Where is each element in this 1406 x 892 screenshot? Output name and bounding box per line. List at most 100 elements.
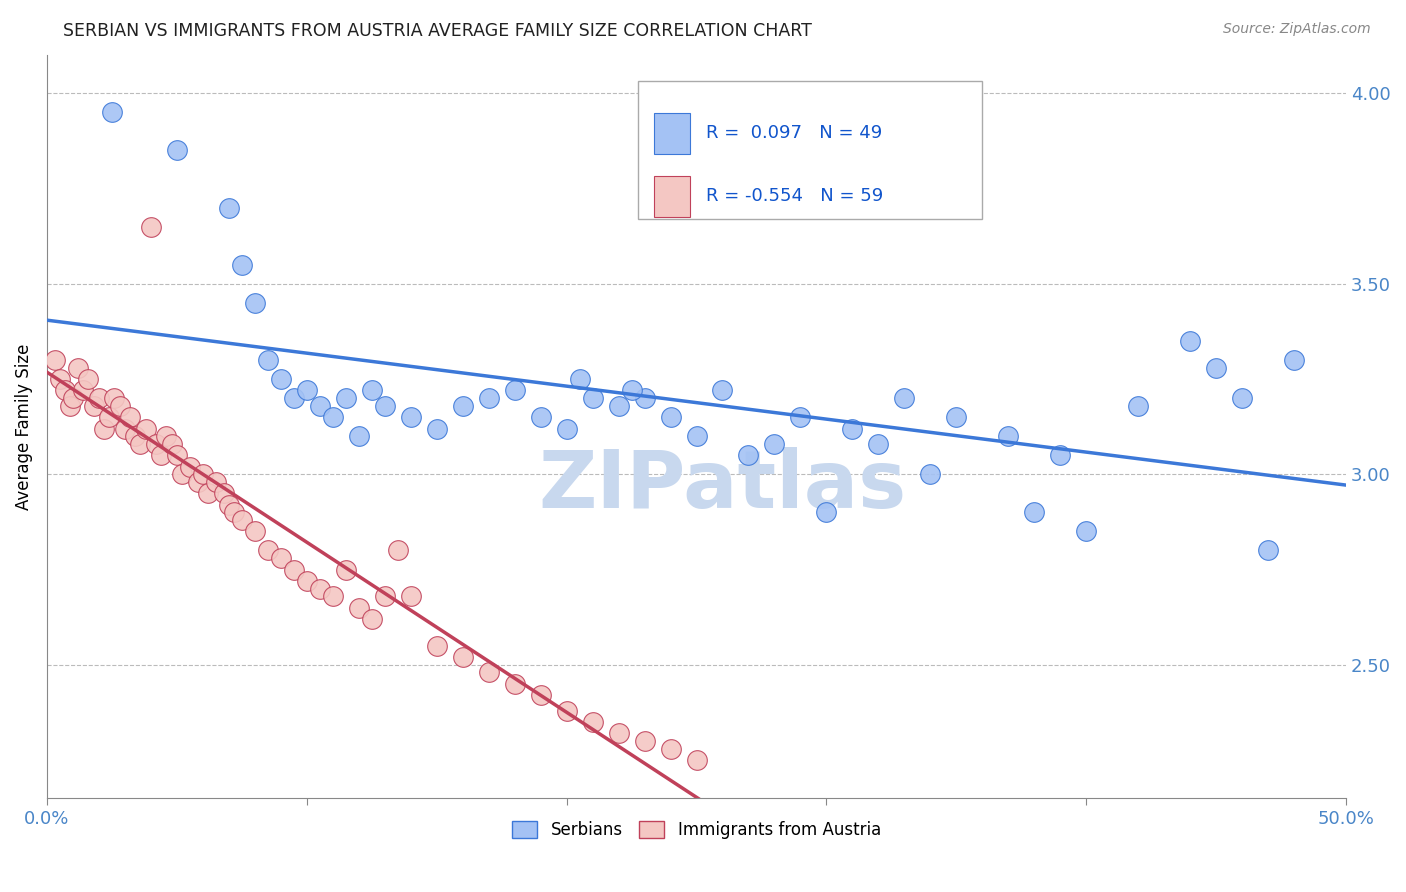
Point bbox=[1024, 505, 1046, 519]
Point bbox=[129, 437, 152, 451]
Point bbox=[118, 410, 141, 425]
Point bbox=[114, 421, 136, 435]
Text: R = -0.554   N = 59: R = -0.554 N = 59 bbox=[706, 187, 883, 205]
FancyBboxPatch shape bbox=[654, 112, 690, 153]
Point bbox=[568, 372, 591, 386]
Point bbox=[1180, 334, 1202, 348]
Point bbox=[920, 467, 942, 482]
Point bbox=[426, 639, 449, 653]
Point bbox=[1205, 360, 1227, 375]
Point bbox=[659, 410, 682, 425]
Point bbox=[243, 524, 266, 539]
Point bbox=[49, 372, 72, 386]
Point bbox=[503, 677, 526, 691]
Point bbox=[374, 399, 396, 413]
Point bbox=[170, 467, 193, 482]
Point bbox=[399, 410, 422, 425]
Point bbox=[295, 384, 318, 398]
Point bbox=[997, 429, 1019, 443]
Point bbox=[67, 360, 90, 375]
Point bbox=[322, 410, 344, 425]
Point bbox=[620, 384, 643, 398]
Point bbox=[53, 384, 76, 398]
Point bbox=[763, 437, 786, 451]
Point bbox=[1128, 399, 1150, 413]
Point bbox=[98, 410, 121, 425]
Point bbox=[59, 399, 82, 413]
Point bbox=[451, 650, 474, 665]
Legend: Serbians, Immigrants from Austria: Serbians, Immigrants from Austria bbox=[506, 814, 887, 846]
Point bbox=[841, 421, 863, 435]
Point bbox=[103, 391, 125, 405]
Point bbox=[124, 429, 146, 443]
Point bbox=[322, 589, 344, 603]
Point bbox=[335, 391, 357, 405]
Point bbox=[1049, 448, 1071, 462]
Point bbox=[204, 475, 226, 489]
Point bbox=[1257, 543, 1279, 558]
Point bbox=[44, 353, 66, 368]
Point bbox=[1076, 524, 1098, 539]
Text: ZIPatlas: ZIPatlas bbox=[538, 447, 907, 525]
Point bbox=[256, 543, 278, 558]
Point bbox=[231, 513, 253, 527]
Text: SERBIAN VS IMMIGRANTS FROM AUSTRIA AVERAGE FAMILY SIZE CORRELATION CHART: SERBIAN VS IMMIGRANTS FROM AUSTRIA AVERA… bbox=[63, 22, 813, 40]
FancyBboxPatch shape bbox=[654, 176, 690, 217]
Point bbox=[270, 551, 292, 566]
Point bbox=[607, 399, 630, 413]
Point bbox=[685, 429, 707, 443]
Point bbox=[555, 704, 578, 718]
Point bbox=[212, 486, 235, 500]
Point bbox=[529, 688, 551, 702]
Point bbox=[685, 753, 707, 767]
Point bbox=[893, 391, 915, 405]
Point bbox=[426, 421, 449, 435]
Point bbox=[633, 391, 655, 405]
Point bbox=[360, 612, 382, 626]
Point bbox=[478, 665, 501, 680]
Point bbox=[478, 391, 501, 405]
Y-axis label: Average Family Size: Average Family Size bbox=[15, 343, 32, 510]
Point bbox=[145, 437, 167, 451]
Text: Source: ZipAtlas.com: Source: ZipAtlas.com bbox=[1223, 22, 1371, 37]
Point bbox=[218, 201, 240, 215]
Point bbox=[1230, 391, 1253, 405]
Point bbox=[283, 562, 305, 576]
Point bbox=[231, 258, 253, 272]
Point bbox=[737, 448, 759, 462]
Point bbox=[191, 467, 214, 482]
Point bbox=[295, 574, 318, 588]
Point bbox=[93, 421, 115, 435]
Point bbox=[633, 734, 655, 748]
Point bbox=[62, 391, 84, 405]
Point bbox=[283, 391, 305, 405]
Point bbox=[218, 498, 240, 512]
FancyBboxPatch shape bbox=[638, 81, 983, 219]
Point bbox=[347, 429, 370, 443]
Point bbox=[108, 399, 131, 413]
Point bbox=[789, 410, 811, 425]
Point bbox=[815, 505, 838, 519]
Point bbox=[529, 410, 551, 425]
Point bbox=[387, 543, 409, 558]
Point bbox=[399, 589, 422, 603]
Point bbox=[87, 391, 110, 405]
Point bbox=[197, 486, 219, 500]
Point bbox=[179, 459, 201, 474]
Point bbox=[659, 741, 682, 756]
Point bbox=[945, 410, 967, 425]
Point bbox=[187, 475, 209, 489]
Point bbox=[308, 582, 330, 596]
Point bbox=[256, 353, 278, 368]
Point bbox=[155, 429, 177, 443]
Point bbox=[135, 421, 157, 435]
Point bbox=[308, 399, 330, 413]
Point bbox=[335, 562, 357, 576]
Point bbox=[270, 372, 292, 386]
Point bbox=[607, 726, 630, 740]
Point bbox=[166, 144, 188, 158]
Point bbox=[581, 714, 603, 729]
Point bbox=[374, 589, 396, 603]
Point bbox=[347, 600, 370, 615]
Point bbox=[139, 219, 162, 234]
